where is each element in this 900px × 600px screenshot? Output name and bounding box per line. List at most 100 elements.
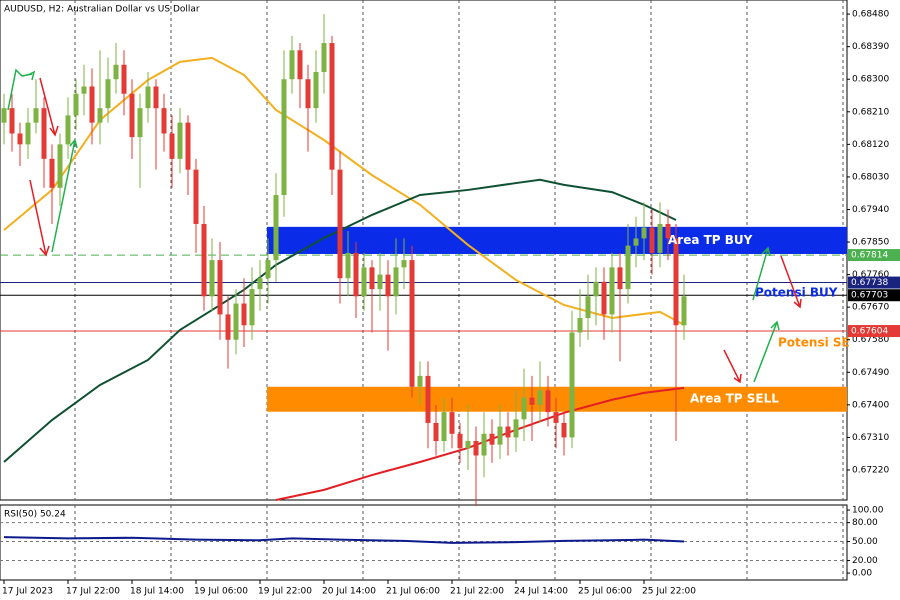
rsi-line — [3, 536, 685, 544]
candle-body — [593, 281, 599, 297]
candle-body — [649, 227, 655, 253]
candle-body — [185, 122, 191, 170]
candle-body — [329, 43, 335, 170]
candle-body — [257, 278, 263, 290]
candle-body — [65, 115, 71, 145]
candle-body — [457, 433, 463, 449]
y-tick-label: 0.68210 — [852, 107, 889, 117]
y-tick-label: 0.67850 — [852, 238, 889, 248]
candle-body — [201, 223, 207, 297]
candle-body — [25, 122, 31, 145]
level-label: 0.67814 — [851, 251, 888, 261]
y-tick-label: 0.67580 — [852, 335, 889, 345]
x-tick-label: 19 Jul 22:00 — [258, 587, 312, 597]
arrow — [780, 255, 802, 309]
annotation: Potensi BUY — [755, 286, 838, 300]
candle-body — [625, 245, 631, 290]
candle-body — [417, 375, 423, 387]
y-tick-label: 0.68300 — [852, 75, 889, 85]
candle-body — [33, 108, 39, 123]
rsi-tick-label: 100.00 — [852, 506, 884, 516]
candle-body — [145, 86, 151, 109]
candle-body — [641, 227, 647, 239]
candle-body — [409, 260, 415, 387]
candle-body — [289, 50, 295, 80]
candle-body — [177, 122, 183, 159]
candle-body — [465, 441, 471, 449]
x-tick-label: 24 Jul 14:00 — [514, 587, 568, 597]
candle-body — [337, 169, 343, 279]
candle-body — [601, 281, 607, 315]
rsi-tick-label: 0.00 — [852, 569, 872, 579]
candle-body — [681, 296, 687, 326]
candle-body — [305, 79, 311, 109]
candle-body — [233, 303, 239, 340]
candle-body — [225, 314, 231, 340]
y-tick-label: 0.67490 — [852, 368, 889, 378]
rsi-tick-label: 80.00 — [852, 518, 878, 528]
candle-body — [585, 296, 591, 319]
rsi-tick-label: 50.00 — [852, 537, 878, 547]
zone-label: Area TP SELL — [690, 392, 779, 406]
candle-body — [553, 412, 559, 423]
candle-body — [609, 267, 615, 315]
arrows — [7, 68, 802, 384]
candle-body — [473, 441, 479, 456]
candle-body — [513, 419, 519, 438]
rsi-frame — [0, 504, 848, 581]
chart-title: AUDUSD, H2: Australian Dollar vs US Doll… — [4, 5, 200, 15]
candle-body — [497, 426, 503, 445]
x-tick-label: 20 Jul 14:00 — [322, 587, 376, 597]
zone — [267, 386, 847, 412]
candle-body — [121, 64, 127, 94]
candle-body — [313, 71, 319, 109]
y-tick-label: 0.68480 — [852, 10, 889, 20]
arrow — [29, 179, 50, 257]
y-tick-label: 0.67400 — [852, 400, 889, 410]
candle-body — [521, 397, 527, 420]
y-tick-label: 0.67310 — [852, 433, 889, 443]
candle-body — [265, 260, 271, 279]
level-tag — [848, 289, 900, 302]
candle-body — [401, 260, 407, 268]
candle-body — [665, 223, 671, 239]
candle-body — [353, 252, 359, 297]
candle-body — [281, 79, 287, 196]
candle-body — [193, 169, 199, 224]
arrow-head — [27, 70, 36, 81]
candle-body — [489, 433, 495, 445]
level-tag — [848, 249, 900, 262]
candle-body — [569, 332, 575, 438]
candle-body — [113, 64, 119, 80]
y-tick-label: 0.67670 — [852, 303, 889, 313]
zone-label: Area TP BUY — [668, 233, 753, 247]
y-tick-label: 0.68390 — [852, 42, 889, 52]
candle-body — [41, 108, 47, 159]
arrow — [51, 138, 78, 253]
candle-body — [529, 397, 535, 405]
rsi-tick-label: 20.00 — [852, 556, 878, 566]
x-tick-label: 17 Jul 2023 — [2, 587, 53, 597]
candle-body — [321, 43, 327, 72]
x-tick-label: 25 Jul 22:00 — [642, 587, 696, 597]
candle-body — [129, 93, 135, 138]
candle-body — [433, 422, 439, 442]
candle-body — [297, 50, 303, 80]
candle-body — [273, 195, 279, 261]
candle-body — [209, 260, 215, 297]
level-tag — [848, 325, 900, 338]
arrow — [752, 246, 771, 301]
candle-body — [633, 238, 639, 246]
y-tick-label: 0.67220 — [852, 465, 889, 475]
candle-body — [393, 267, 399, 297]
moving-average — [3, 178, 677, 463]
candle-body — [369, 267, 375, 290]
candle-body — [153, 86, 159, 109]
arrow — [753, 320, 780, 383]
x-tick-label: 21 Jul 22:00 — [450, 587, 504, 597]
x-tick-label: 19 Jul 06:00 — [194, 587, 248, 597]
candle-body — [49, 158, 55, 188]
candle-body — [89, 86, 95, 123]
candle-body — [505, 426, 511, 438]
